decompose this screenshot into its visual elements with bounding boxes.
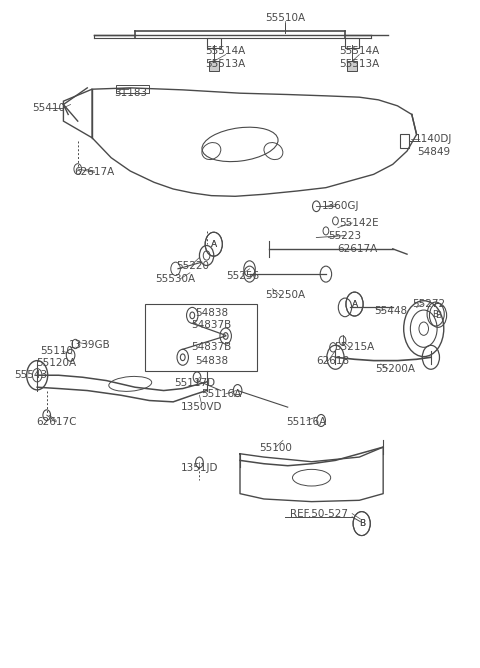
- Text: 54837B: 54837B: [191, 320, 231, 330]
- Text: 55116A: 55116A: [201, 389, 241, 399]
- Text: 55514A: 55514A: [339, 46, 379, 56]
- Text: 54838: 54838: [195, 356, 228, 366]
- Polygon shape: [209, 61, 218, 71]
- Text: 55116A: 55116A: [287, 417, 327, 427]
- Text: 55513A: 55513A: [339, 59, 379, 69]
- Text: 1350VD: 1350VD: [181, 402, 223, 412]
- Text: 54837B: 54837B: [191, 342, 231, 352]
- Text: B: B: [432, 309, 439, 319]
- Text: 54838: 54838: [195, 308, 228, 318]
- Text: 55117D: 55117D: [174, 377, 215, 387]
- Text: 55256: 55256: [226, 271, 259, 281]
- Text: 55215A: 55215A: [335, 342, 375, 352]
- Text: 1339GB: 1339GB: [69, 339, 110, 349]
- Text: 55530A: 55530A: [156, 274, 196, 284]
- Text: 55514A: 55514A: [205, 46, 246, 56]
- Text: 55142E: 55142E: [339, 218, 379, 228]
- Text: 54849: 54849: [417, 147, 450, 157]
- Text: 55110: 55110: [40, 346, 73, 356]
- Text: 55200A: 55200A: [375, 363, 415, 373]
- Text: 55510A: 55510A: [265, 13, 305, 23]
- Text: A: A: [211, 240, 217, 248]
- Text: 55223: 55223: [328, 230, 361, 240]
- Text: 31183: 31183: [114, 88, 147, 98]
- Text: 62617A: 62617A: [337, 244, 377, 254]
- Text: B: B: [359, 519, 365, 528]
- Text: 55272: 55272: [412, 299, 445, 309]
- Text: 62617C: 62617C: [36, 417, 76, 427]
- Text: A: A: [351, 299, 358, 309]
- Text: 55448: 55448: [374, 306, 407, 316]
- Text: 1351JD: 1351JD: [180, 464, 218, 474]
- Text: 55513A: 55513A: [205, 59, 246, 69]
- Text: 1360GJ: 1360GJ: [322, 201, 359, 211]
- Text: REF.50-527: REF.50-527: [290, 508, 348, 518]
- Text: 55410: 55410: [33, 103, 66, 113]
- Text: B: B: [359, 519, 365, 528]
- Text: 55120A: 55120A: [36, 358, 76, 368]
- Text: B: B: [435, 311, 441, 320]
- Polygon shape: [348, 61, 357, 71]
- Text: A: A: [351, 299, 358, 309]
- Text: 62617A: 62617A: [74, 168, 115, 177]
- Text: 55543: 55543: [14, 370, 48, 380]
- Text: A: A: [211, 240, 217, 248]
- Text: 62618: 62618: [316, 355, 349, 365]
- Text: 55250A: 55250A: [265, 291, 305, 301]
- Text: 55220: 55220: [176, 261, 209, 271]
- Text: 1140DJ: 1140DJ: [415, 134, 452, 144]
- Text: 55100: 55100: [259, 444, 292, 454]
